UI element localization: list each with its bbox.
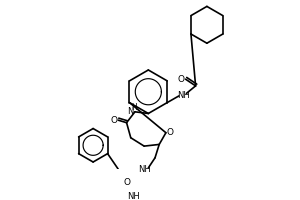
Text: NH: NH — [127, 192, 140, 200]
Text: O: O — [110, 116, 118, 125]
Text: O: O — [167, 128, 174, 137]
Text: O: O — [178, 75, 185, 84]
Text: NH: NH — [177, 91, 189, 100]
Text: H: H — [131, 103, 137, 112]
Text: O: O — [123, 178, 130, 187]
Text: N: N — [128, 107, 134, 116]
Text: NH: NH — [139, 165, 152, 174]
